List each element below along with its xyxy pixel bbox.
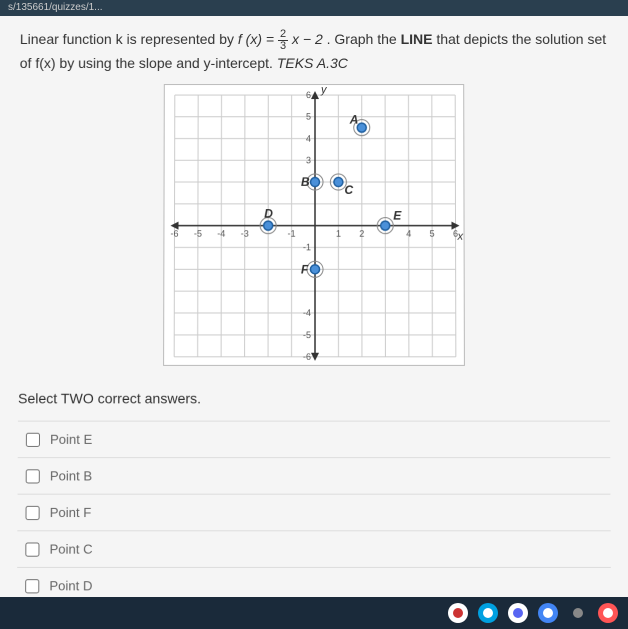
svg-text:y: y <box>320 85 328 96</box>
svg-text:-4: -4 <box>303 308 311 318</box>
svg-text:5: 5 <box>430 229 435 239</box>
browser-tab-bar: s/135661/quizzes/1... <box>0 0 628 16</box>
svg-text:2: 2 <box>359 229 364 239</box>
app1-icon[interactable] <box>448 603 468 623</box>
chat-icon[interactable] <box>508 603 528 623</box>
svg-text:4: 4 <box>306 134 311 144</box>
app2-icon[interactable] <box>478 603 498 623</box>
answer-checkbox[interactable] <box>26 469 40 483</box>
svg-text:-1: -1 <box>288 229 296 239</box>
svg-text:-6: -6 <box>303 352 311 362</box>
svg-text:x: x <box>457 231 464 243</box>
answer-label: Point D <box>49 578 92 593</box>
fraction: 2 3 <box>278 29 288 52</box>
answer-checkbox[interactable] <box>25 579 39 593</box>
taskbar <box>0 597 628 629</box>
answer-label: Point B <box>50 468 92 483</box>
svg-text:6: 6 <box>306 90 311 100</box>
instruction-text: Select TWO correct answers. <box>18 390 610 406</box>
svg-text:-3: -3 <box>241 229 249 239</box>
answer-row[interactable]: Point E <box>18 422 611 459</box>
answer-row[interactable]: Point F <box>17 495 610 532</box>
svg-text:-1: -1 <box>303 243 311 253</box>
answer-checkbox[interactable] <box>26 432 40 446</box>
svg-text:3: 3 <box>306 155 311 165</box>
svg-text:A: A <box>349 113 359 127</box>
camera-icon[interactable] <box>598 603 618 623</box>
svg-text:1: 1 <box>336 229 341 239</box>
answer-row[interactable]: Point C <box>17 531 611 568</box>
svg-text:B: B <box>301 175 310 189</box>
answer-label: Point C <box>50 542 93 557</box>
coordinate-graph[interactable]: -6-5-4-3-1124566543-1-4-5-6xyABCDEF <box>163 84 465 366</box>
svg-text:5: 5 <box>306 112 311 122</box>
answer-row[interactable]: Point B <box>18 458 611 495</box>
svg-text:D: D <box>264 207 273 221</box>
answer-label: Point E <box>50 432 92 447</box>
quiz-content: Linear function k is represented by f (x… <box>0 16 628 602</box>
svg-text:F: F <box>301 262 309 276</box>
wifi-icon[interactable] <box>568 603 588 623</box>
browser-icon[interactable] <box>538 603 558 623</box>
question-text: Linear function k is represented by f (x… <box>20 28 609 74</box>
svg-text:-5: -5 <box>194 229 202 239</box>
svg-text:-4: -4 <box>217 229 225 239</box>
answer-checkbox[interactable] <box>25 506 39 520</box>
answer-list: Point E Point B Point F Point C Point D <box>17 421 611 605</box>
svg-text:E: E <box>393 209 402 223</box>
svg-text:4: 4 <box>406 229 411 239</box>
svg-text:C: C <box>344 183 353 197</box>
url-fragment: s/135661/quizzes/1... <box>8 2 103 13</box>
svg-text:-6: -6 <box>170 229 178 239</box>
answer-checkbox[interactable] <box>25 542 39 556</box>
answer-label: Point F <box>50 505 92 520</box>
svg-text:-5: -5 <box>303 330 311 340</box>
